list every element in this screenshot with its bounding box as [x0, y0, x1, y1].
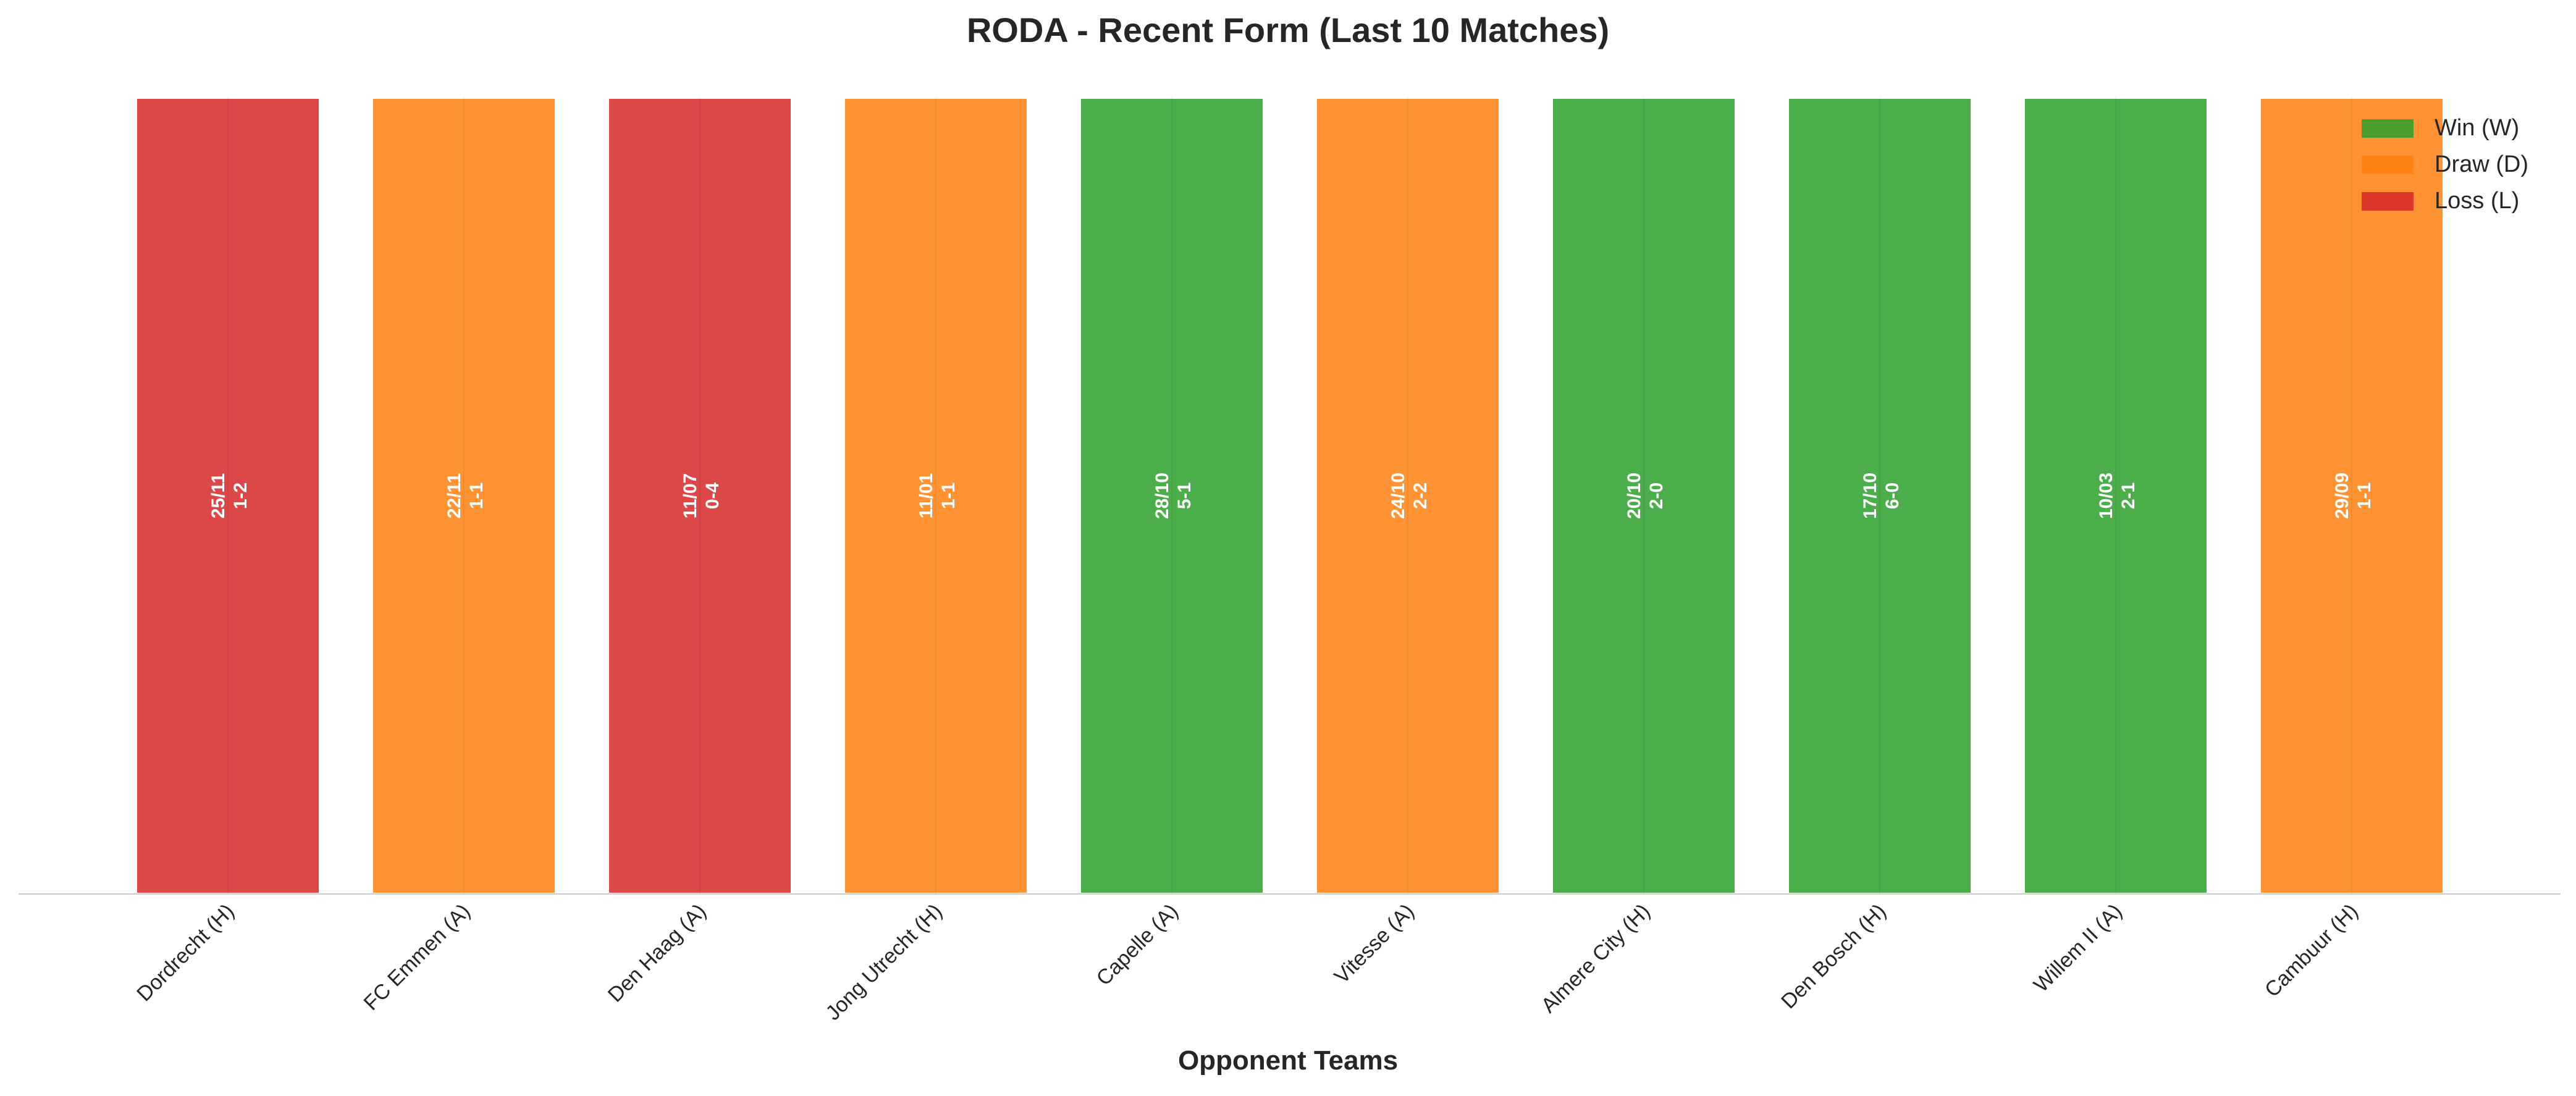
bar-label-group: 11/07 0-4 [680, 473, 723, 518]
bar-label-group: 24/10 2-2 [1388, 473, 1431, 519]
bar-5 [1315, 96, 1501, 895]
bar-label-group: 11/01 1-1 [916, 473, 959, 518]
legend-swatch-D [2362, 156, 2414, 174]
bar-label-group: 25/11 1-2 [208, 473, 251, 518]
bar-score-label: 2-1 [2118, 483, 2139, 509]
bars-layer [135, 96, 2445, 895]
bar-date-label: 25/11 [208, 473, 229, 518]
bar-9 [2258, 96, 2445, 895]
bar-date-label: 17/10 [1860, 473, 1880, 519]
bar-date-label: 29/09 [2332, 473, 2352, 519]
bar-score-label: 1-1 [2354, 483, 2375, 509]
bar-8 [2022, 96, 2209, 895]
bar-date-label: 11/01 [916, 473, 937, 518]
bar-score-label: 2-0 [1646, 483, 1667, 509]
bar-label-group: 17/10 6-0 [1860, 473, 1903, 519]
bar-score-label: 0-4 [702, 483, 723, 510]
bar-date-label: 28/10 [1152, 473, 1172, 519]
bar-label-group: 28/10 5-1 [1152, 473, 1195, 519]
bar-date-label: 24/10 [1388, 473, 1408, 519]
x-axis-label: Opponent Teams [1178, 1045, 1398, 1076]
bar-2 [607, 96, 793, 895]
bar-0 [135, 96, 321, 895]
bar-4 [1079, 96, 1265, 895]
bar-score-label: 1-1 [466, 483, 487, 509]
bar-date-label: 22/11 [444, 473, 465, 518]
legend-label-D: Draw (D) [2435, 151, 2528, 177]
bar-score-label: 1-2 [230, 483, 251, 509]
bar-date-label: 20/10 [1624, 473, 1644, 519]
bar-label-group: 20/10 2-0 [1624, 473, 1667, 519]
bar-labels-layer: 25/11 1-2 22/11 1-1 11/07 0-4 11/01 1-1 28/10 5-1… [208, 473, 2375, 519]
bar-label-group: 22/11 1-1 [444, 473, 487, 518]
bar-label-group: 29/09 1-1 [2332, 473, 2375, 519]
bar-label-group: 10/03 2-1 [2096, 473, 2139, 519]
bar-7 [1787, 96, 1973, 895]
bar-6 [1551, 96, 1737, 895]
chart-title: RODA - Recent Form (Last 10 Matches) [967, 11, 1609, 49]
bar-score-label: 6-0 [1882, 483, 1903, 509]
bar-score-label: 1-1 [938, 483, 959, 509]
bar-date-label: 10/03 [2096, 473, 2116, 519]
bar-3 [843, 96, 1029, 895]
legend-swatch-L [2362, 192, 2414, 211]
legend-label-W: Win (W) [2435, 115, 2519, 141]
bar-score-label: 5-1 [1174, 483, 1195, 509]
legend-label-L: Loss (L) [2435, 188, 2519, 214]
bar-date-label: 11/07 [680, 473, 701, 518]
legend: Win (W) Draw (D) Loss (L) [2362, 115, 2528, 214]
legend-swatch-W [2362, 119, 2414, 138]
bar-score-label: 2-2 [1410, 483, 1431, 509]
